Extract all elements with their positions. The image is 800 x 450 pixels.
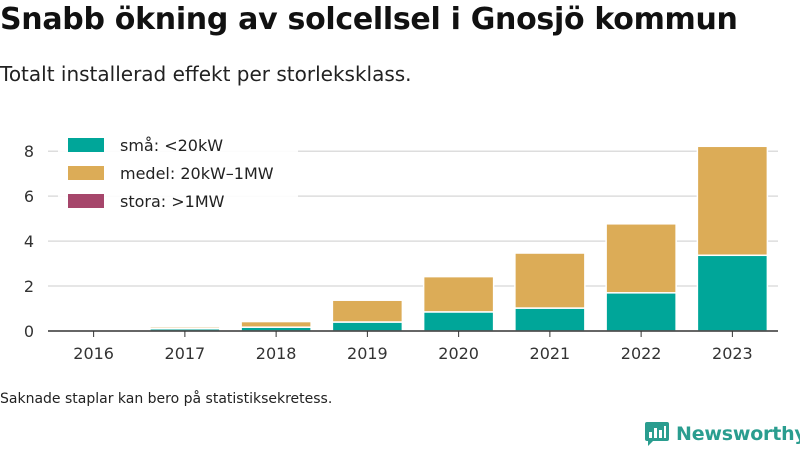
- y-tick-label: 6: [24, 187, 34, 206]
- newsworthy-logo-icon: [645, 422, 669, 446]
- brand-name: Newsworthy: [676, 423, 800, 445]
- newsworthy-brand: Newsworthy: [644, 420, 800, 448]
- bar-segment: [240, 320, 312, 328]
- legend-label: medel: 20kW–1MW: [120, 164, 274, 183]
- bar-segment: [605, 292, 677, 332]
- y-tick-label: 2: [24, 277, 34, 296]
- y-tick-label: 4: [24, 232, 34, 251]
- chart-subtitle: Totalt installerad effekt per storlekskl…: [0, 62, 412, 86]
- bars: [149, 145, 769, 332]
- bar-segment: [696, 254, 769, 332]
- y-tick-label: 0: [24, 322, 34, 341]
- bar-segment: [696, 145, 769, 257]
- legend-swatch: [68, 194, 104, 208]
- legend: små: <20kW medel: 20kW–1MW stora: >1MW: [58, 128, 298, 216]
- x-tick-label: 2021: [530, 344, 571, 363]
- bar-segment: [422, 311, 495, 332]
- bar-segment: [331, 321, 404, 332]
- stacked-bar-chart: 0 2 4 6 8 2016 2017 2018 2019 2020 2021 2022 2023 sm…: [23, 128, 778, 363]
- chart-title: Snabb ökning av solcellsel i Gnosjö komm…: [0, 2, 738, 37]
- legend-label: stora: >1MW: [120, 192, 225, 211]
- axes: 0 2 4 6 8 2016 2017 2018 2019 2020 2021 2022 2023: [24, 142, 778, 363]
- bar-segment: [422, 275, 495, 313]
- legend-swatch: [68, 138, 104, 152]
- x-tick-label: 2019: [347, 344, 388, 363]
- bar-segment: [149, 326, 221, 330]
- bar-segment: [331, 299, 404, 323]
- bar-segment: [514, 307, 586, 332]
- bar-segment: [605, 223, 677, 294]
- x-tick-label: 2016: [73, 344, 114, 363]
- legend-swatch: [68, 166, 104, 180]
- x-tick-label: 2022: [621, 344, 662, 363]
- legend-label: små: <20kW: [120, 136, 223, 155]
- bar-segment: [514, 252, 586, 309]
- x-tick-label: 2018: [256, 344, 297, 363]
- y-tick-label: 8: [24, 142, 34, 161]
- x-tick-label: 2020: [438, 344, 479, 363]
- footnote: Saknade staplar kan bero på statistiksek…: [0, 391, 333, 407]
- x-tick-label: 2017: [165, 344, 206, 363]
- x-tick-label: 2023: [712, 344, 753, 363]
